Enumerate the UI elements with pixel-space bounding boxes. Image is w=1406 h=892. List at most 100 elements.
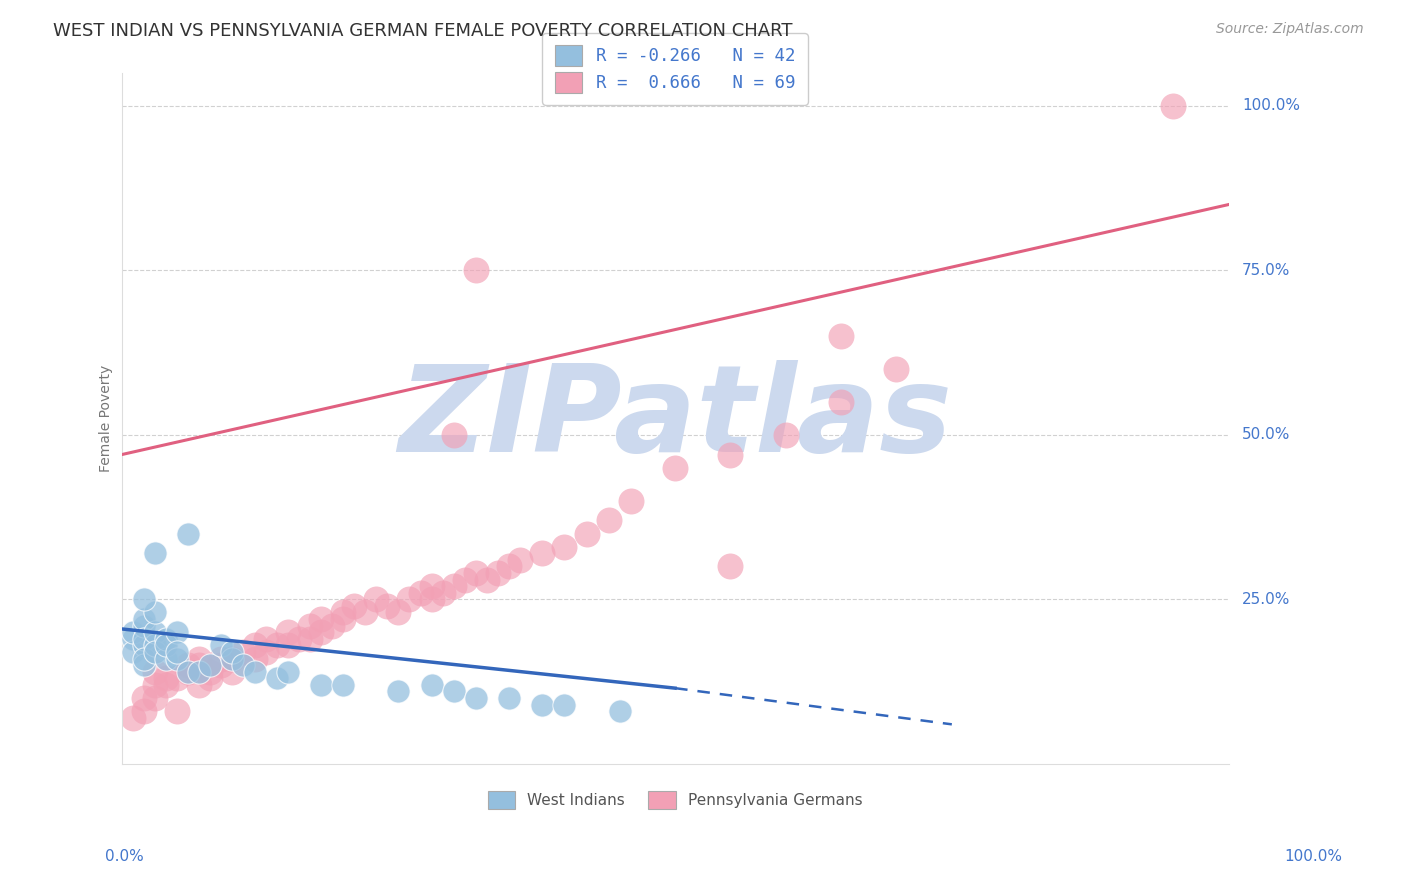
Point [155, 639, 177, 653]
Point [243, 665, 266, 679]
Point [332, 612, 354, 626]
Point [121, 645, 143, 659]
Point [166, 625, 188, 640]
Point [720, 448, 742, 462]
Point [143, 606, 166, 620]
Point [531, 546, 554, 560]
Text: 100.0%: 100.0% [1285, 849, 1343, 863]
Point [221, 651, 243, 665]
Point [221, 651, 243, 665]
Point [553, 540, 575, 554]
Point [886, 362, 908, 376]
Point [664, 460, 686, 475]
Point [1161, 99, 1184, 113]
Point [132, 612, 155, 626]
Point [420, 592, 443, 607]
Point [343, 599, 366, 613]
Point [409, 586, 432, 600]
Point [309, 625, 332, 640]
Point [177, 665, 200, 679]
Point [143, 678, 166, 692]
Point [243, 651, 266, 665]
Point [166, 704, 188, 718]
Point [155, 651, 177, 665]
Point [155, 632, 177, 646]
Point [254, 632, 277, 646]
Point [143, 639, 166, 653]
Point [332, 606, 354, 620]
Point [332, 678, 354, 692]
Point [387, 684, 409, 698]
Point [200, 665, 222, 679]
Point [188, 651, 211, 665]
Point [321, 618, 343, 632]
Point [609, 704, 631, 718]
Point [309, 678, 332, 692]
Point [155, 678, 177, 692]
Point [143, 645, 166, 659]
Text: Source: ZipAtlas.com: Source: ZipAtlas.com [1216, 22, 1364, 37]
Point [121, 711, 143, 725]
Point [266, 671, 288, 685]
Point [132, 658, 155, 673]
Point [443, 684, 465, 698]
Point [177, 658, 200, 673]
Text: ZIPatlas: ZIPatlas [398, 359, 952, 477]
Point [221, 665, 243, 679]
Point [177, 665, 200, 679]
Point [143, 625, 166, 640]
Point [232, 658, 254, 673]
Point [443, 427, 465, 442]
Point [464, 263, 486, 277]
Point [143, 691, 166, 706]
Text: 0.0%: 0.0% [105, 849, 145, 863]
Point [277, 639, 299, 653]
Point [188, 678, 211, 692]
Point [200, 671, 222, 685]
Point [509, 553, 531, 567]
Point [486, 566, 509, 580]
Text: 75.0%: 75.0% [1241, 263, 1291, 278]
Point [266, 639, 288, 653]
Point [132, 704, 155, 718]
Point [132, 592, 155, 607]
Point [132, 618, 155, 632]
Point [375, 599, 398, 613]
Text: 50.0%: 50.0% [1241, 427, 1291, 442]
Point [387, 606, 409, 620]
Point [232, 645, 254, 659]
Point [475, 573, 498, 587]
Point [143, 546, 166, 560]
Point [166, 671, 188, 685]
Point [166, 651, 188, 665]
Point [200, 658, 222, 673]
Point [254, 645, 277, 659]
Point [398, 592, 420, 607]
Point [209, 651, 232, 665]
Point [553, 698, 575, 712]
Point [720, 559, 742, 574]
Point [498, 691, 520, 706]
Point [298, 618, 321, 632]
Point [221, 645, 243, 659]
Text: 100.0%: 100.0% [1241, 98, 1299, 113]
Point [298, 632, 321, 646]
Point [166, 645, 188, 659]
Point [354, 606, 377, 620]
Point [432, 586, 454, 600]
Point [209, 639, 232, 653]
Legend: West Indians, Pennsylvania Germans: West Indians, Pennsylvania Germans [482, 785, 869, 815]
Point [143, 665, 166, 679]
Point [498, 559, 520, 574]
Point [243, 639, 266, 653]
Point [132, 639, 155, 653]
Point [177, 526, 200, 541]
Point [188, 658, 211, 673]
Point [132, 691, 155, 706]
Point [775, 427, 797, 442]
Point [598, 513, 620, 527]
Point [121, 632, 143, 646]
Point [288, 632, 311, 646]
Point [121, 625, 143, 640]
Point [531, 698, 554, 712]
